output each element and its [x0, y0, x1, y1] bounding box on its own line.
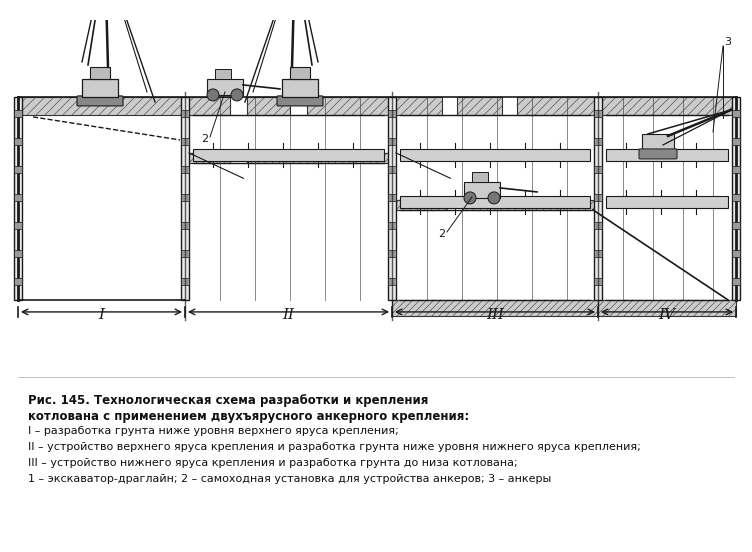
Bar [282, 79, 318, 97]
Bar [732, 138, 740, 145]
Bar [732, 194, 740, 201]
Polygon shape [392, 97, 442, 115]
Bar [388, 166, 396, 173]
Bar [594, 166, 602, 173]
Bar [388, 222, 396, 229]
Bar [732, 250, 740, 257]
Bar [388, 110, 396, 117]
Bar [594, 97, 602, 300]
Bar [181, 222, 189, 229]
Bar [472, 172, 488, 182]
Polygon shape [598, 300, 736, 316]
Text: II: II [283, 308, 295, 322]
Circle shape [464, 192, 476, 204]
Bar [215, 69, 231, 79]
Bar [14, 97, 22, 300]
FancyBboxPatch shape [77, 96, 123, 106]
Bar [181, 278, 189, 285]
Bar [594, 138, 602, 145]
Bar [388, 138, 396, 145]
Bar [290, 67, 310, 79]
Polygon shape [247, 97, 290, 115]
Bar [732, 110, 740, 117]
Bar [606, 196, 728, 208]
Bar [193, 149, 384, 161]
Polygon shape [457, 97, 502, 115]
Circle shape [207, 89, 219, 101]
Text: I – разработка грунта ниже уровня верхнего яруса крепления;: I – разработка грунта ниже уровня верхне… [28, 426, 399, 436]
Bar [388, 194, 396, 201]
Bar [14, 166, 22, 173]
Polygon shape [462, 200, 598, 210]
Text: III – устройство нижнего яруса крепления и разработка грунта до низа котлована;: III – устройство нижнего яруса крепления… [28, 458, 517, 468]
Text: IV: IV [659, 308, 675, 322]
Bar [388, 278, 396, 285]
Bar [181, 166, 189, 173]
Polygon shape [185, 153, 230, 163]
Bar [181, 97, 189, 300]
Bar [400, 149, 590, 161]
Polygon shape [247, 153, 392, 163]
Bar [388, 97, 396, 300]
Text: 1 – экскаватор-драглайн; 2 – самоходная установка для устройства анкеров; 3 – ан: 1 – экскаватор-драглайн; 2 – самоходная … [28, 474, 551, 484]
Text: 3: 3 [724, 37, 732, 47]
Bar [14, 138, 22, 145]
Polygon shape [517, 97, 598, 115]
Polygon shape [392, 200, 447, 210]
Text: III: III [486, 308, 504, 322]
Bar [14, 278, 22, 285]
Polygon shape [392, 300, 598, 316]
Bar [14, 222, 22, 229]
Bar [14, 250, 22, 257]
Bar [181, 250, 189, 257]
Bar [90, 67, 110, 79]
Bar [388, 250, 396, 257]
Bar [14, 194, 22, 201]
Bar [400, 196, 590, 208]
Text: котлована с применением двухъярусного анкерного крепления:: котлована с применением двухъярусного ан… [28, 410, 469, 423]
Bar [594, 222, 602, 229]
FancyBboxPatch shape [639, 149, 677, 159]
Bar [642, 134, 674, 150]
Bar [181, 110, 189, 117]
Bar [732, 97, 740, 300]
Bar [207, 79, 243, 95]
Bar [594, 250, 602, 257]
Text: I: I [99, 308, 105, 322]
Circle shape [231, 89, 243, 101]
Bar [594, 278, 602, 285]
Polygon shape [185, 97, 230, 115]
Bar [594, 110, 602, 117]
Polygon shape [18, 97, 185, 115]
Bar [181, 138, 189, 145]
Polygon shape [598, 97, 736, 115]
Text: Рис. 145. Технологическая схема разработки и крепления: Рис. 145. Технологическая схема разработ… [28, 394, 429, 407]
Bar [606, 149, 728, 161]
Text: 2: 2 [438, 229, 446, 239]
Bar [464, 182, 500, 198]
FancyBboxPatch shape [277, 96, 323, 106]
Bar [732, 222, 740, 229]
Bar [594, 194, 602, 201]
Text: 2: 2 [202, 134, 208, 144]
Text: II – устройство верхнего яруса крепления и разработка грунта ниже уровня нижнего: II – устройство верхнего яруса крепления… [28, 442, 641, 452]
Circle shape [488, 192, 500, 204]
Bar [14, 110, 22, 117]
Bar [732, 278, 740, 285]
Polygon shape [307, 97, 392, 115]
Bar [82, 79, 118, 97]
Bar [181, 194, 189, 201]
Bar [732, 166, 740, 173]
